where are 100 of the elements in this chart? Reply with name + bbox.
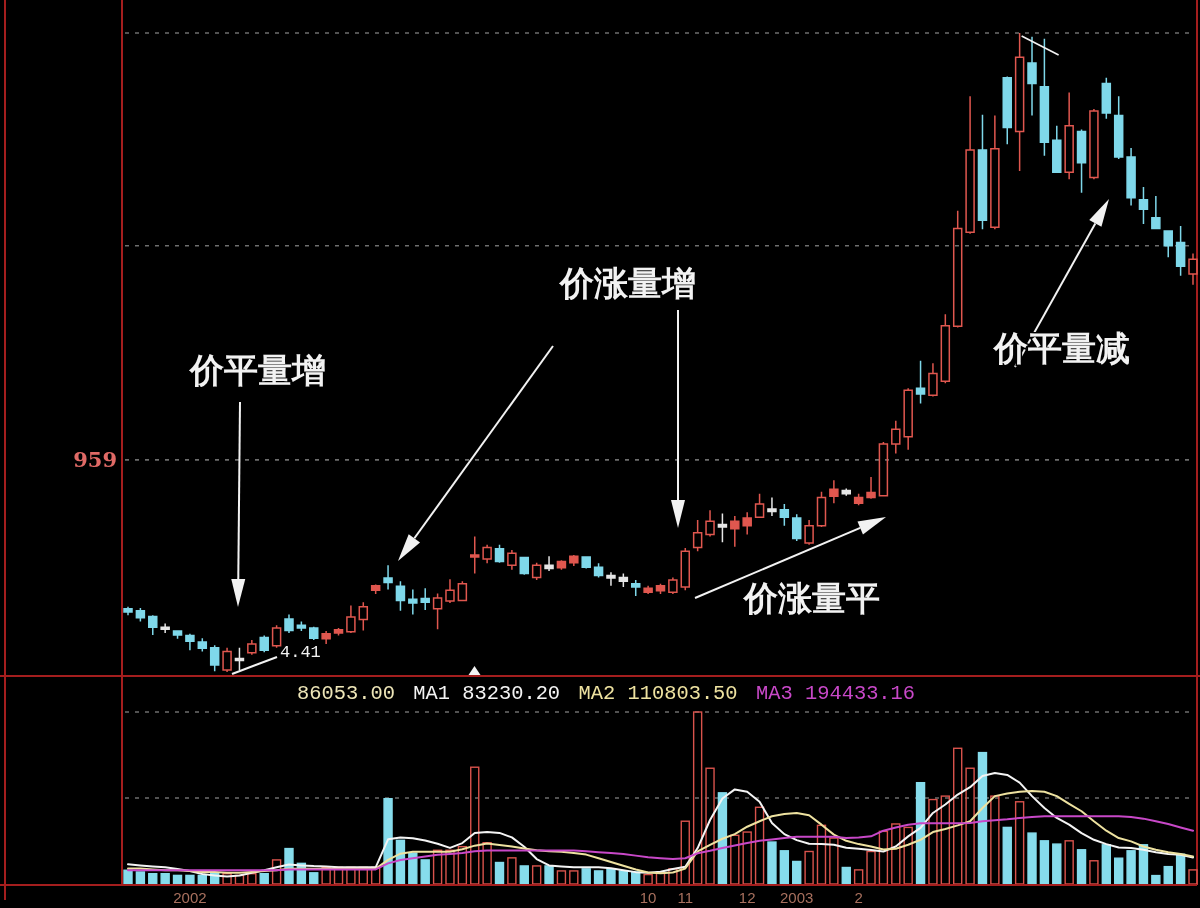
bar bbox=[135, 871, 146, 885]
candlestick bbox=[928, 362, 938, 398]
candlestick bbox=[593, 562, 604, 579]
candlestick bbox=[891, 420, 901, 455]
candlestick bbox=[197, 637, 208, 653]
bar bbox=[432, 849, 443, 885]
candlestick bbox=[1064, 91, 1074, 181]
candlestick bbox=[494, 544, 505, 564]
bar bbox=[965, 767, 975, 885]
candlestick bbox=[791, 513, 802, 542]
bar bbox=[222, 872, 232, 885]
candlestick bbox=[123, 606, 133, 616]
bar bbox=[655, 872, 666, 885]
candlestick bbox=[420, 587, 430, 611]
candlestick bbox=[692, 519, 703, 552]
bar bbox=[1076, 849, 1087, 885]
candlestick bbox=[1126, 147, 1136, 207]
x-tick-label: 10 bbox=[639, 889, 657, 906]
bar bbox=[544, 865, 554, 885]
candlestick bbox=[482, 544, 492, 565]
x-tick-label: 12 bbox=[738, 889, 756, 906]
x-tick-label: 2002 bbox=[173, 889, 207, 906]
candlestick bbox=[234, 646, 245, 671]
candlestick bbox=[370, 583, 381, 595]
bar bbox=[271, 859, 282, 885]
bar bbox=[891, 823, 901, 885]
text: MA1 83230.20 bbox=[413, 682, 561, 705]
candlestick bbox=[172, 629, 183, 640]
bar bbox=[1101, 844, 1112, 885]
candlestick bbox=[643, 584, 653, 595]
candlestick bbox=[816, 491, 827, 528]
candlestick bbox=[333, 627, 344, 637]
candlestick bbox=[705, 509, 715, 538]
candlestick bbox=[1027, 36, 1037, 117]
candlestick bbox=[185, 632, 195, 652]
candlestick bbox=[630, 579, 641, 597]
bar bbox=[1002, 826, 1012, 885]
candlestick bbox=[1113, 95, 1124, 160]
bar bbox=[643, 873, 653, 885]
bar bbox=[470, 766, 480, 885]
bar bbox=[569, 870, 579, 885]
candlestick bbox=[383, 564, 393, 591]
candlestick bbox=[346, 604, 356, 634]
candlestick bbox=[754, 492, 765, 519]
bar bbox=[928, 798, 938, 885]
candlestick bbox=[730, 515, 740, 548]
candlestick bbox=[457, 580, 468, 602]
bar bbox=[1027, 832, 1037, 885]
candlestick bbox=[432, 592, 443, 630]
candlestick bbox=[829, 479, 839, 505]
candlestick bbox=[148, 614, 158, 636]
candlestick bbox=[309, 625, 319, 641]
bar bbox=[482, 842, 492, 885]
candlestick bbox=[977, 114, 988, 230]
bar bbox=[940, 795, 951, 885]
bar bbox=[1151, 874, 1161, 885]
bar bbox=[457, 845, 468, 885]
candlestick bbox=[655, 583, 666, 595]
candlestick bbox=[507, 549, 517, 571]
candlestick bbox=[569, 554, 579, 567]
bar bbox=[680, 820, 690, 885]
bar bbox=[953, 747, 963, 885]
candlestick bbox=[408, 588, 418, 616]
candlestick bbox=[1175, 225, 1186, 277]
bar bbox=[804, 850, 814, 885]
bar bbox=[309, 872, 319, 885]
text: MA3 194433.16 bbox=[756, 682, 916, 705]
bar bbox=[581, 868, 591, 885]
bar bbox=[990, 795, 1000, 885]
candlestick bbox=[965, 95, 975, 235]
bar bbox=[1052, 843, 1062, 885]
annotation: 价平量减 bbox=[992, 328, 1130, 368]
candlestick bbox=[271, 624, 282, 649]
candlestick bbox=[742, 511, 752, 536]
bar bbox=[767, 841, 777, 885]
candlestick bbox=[717, 512, 728, 544]
x-tick-label: 2 bbox=[854, 889, 863, 906]
bar bbox=[1114, 857, 1124, 885]
bar bbox=[829, 837, 839, 885]
candlestick bbox=[531, 561, 542, 581]
bar bbox=[853, 869, 864, 885]
bar bbox=[408, 852, 418, 885]
bar bbox=[593, 870, 604, 885]
bar bbox=[494, 861, 505, 885]
bar bbox=[519, 865, 529, 885]
candlestick bbox=[990, 114, 1000, 230]
candlestick bbox=[247, 639, 257, 656]
candlestick bbox=[1014, 32, 1025, 172]
candlestick bbox=[767, 496, 777, 517]
candlestick bbox=[866, 476, 876, 500]
bar bbox=[148, 872, 158, 885]
bar bbox=[420, 859, 430, 885]
bar bbox=[1039, 840, 1050, 885]
candlestick bbox=[1188, 252, 1198, 286]
candlestick bbox=[903, 387, 913, 451]
candlestick bbox=[1039, 38, 1050, 157]
candlestick bbox=[321, 630, 331, 645]
candlestick bbox=[1076, 128, 1087, 194]
candlestick bbox=[160, 622, 170, 634]
bar bbox=[185, 874, 195, 885]
